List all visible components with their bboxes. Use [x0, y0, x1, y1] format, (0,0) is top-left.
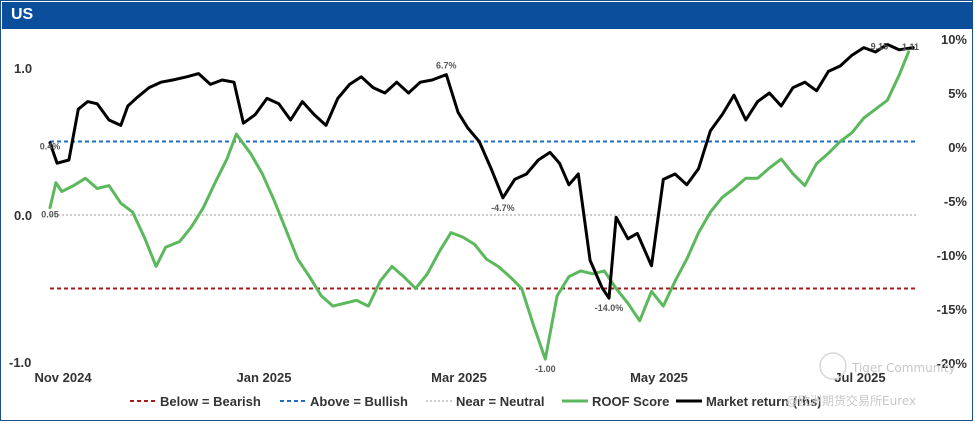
data-label: 0.05 — [41, 210, 59, 220]
chart-header: US — [2, 2, 973, 29]
data-label: 1.11 — [902, 42, 919, 52]
legend-item: Market return (rhs) — [676, 394, 822, 409]
watermark-logo-icon — [819, 352, 847, 380]
legend-item: Near = Neutral — [426, 394, 545, 409]
roof-score-line — [48, 50, 911, 361]
x-tick: Mar 2025 — [431, 370, 487, 385]
series-lines — [48, 42, 915, 361]
legend-item: Below = Bearish — [130, 394, 261, 409]
y-right-tick: 0% — [948, 140, 967, 155]
chart-title: US — [11, 6, 34, 23]
y-right-tick: -15% — [937, 302, 968, 317]
data-label: -1.00 — [535, 364, 556, 374]
y-left-tick: 0.0 — [14, 208, 32, 223]
legend-item: ROOF Score — [562, 394, 669, 409]
data-label: 9.15 — [871, 41, 889, 51]
legend-label: ROOF Score — [592, 394, 669, 409]
data-label: 0.4% — [40, 142, 61, 152]
data-label: -4.7% — [491, 203, 515, 213]
annotations: 0.4% 0.05 6.7% -4.7% -1.00 -14.0% 9.15 1.11 — [40, 41, 919, 374]
watermark-line1: Tiger Community — [851, 361, 956, 375]
legend-item: Above = Bullish — [280, 394, 408, 409]
y-left-tick: 1.0 — [14, 61, 32, 76]
legend-label: Above = Bullish — [310, 394, 408, 409]
legend: Below = Bearish Above = Bullish Near = Neu… — [130, 394, 822, 409]
axes: 1.0 0.0 -1.0 10% 5% 0% -5% -10% -15% -20% Nov 2024… — [9, 32, 967, 385]
y-right-tick: 5% — [948, 86, 967, 101]
y-right-tick: 10% — [941, 32, 967, 47]
x-tick: Jul 2025 — [834, 370, 885, 385]
watermark-line2: @欧洲期货交易所Eurex — [786, 393, 916, 408]
data-label: -14.0% — [595, 303, 624, 313]
x-tick: Nov 2024 — [34, 370, 92, 385]
y-right-tick: -20% — [937, 356, 968, 371]
legend-label: Market return (rhs) — [706, 394, 822, 409]
watermark: Tiger Community @欧洲期货交易所Eurex — [786, 352, 956, 408]
x-tick: Jan 2025 — [237, 370, 292, 385]
y-right-tick: -5% — [944, 194, 968, 209]
data-label: 6.7% — [436, 61, 457, 71]
y-left-tick: -1.0 — [9, 355, 31, 370]
legend-label: Below = Bearish — [160, 394, 261, 409]
x-tick: May 2025 — [630, 370, 688, 385]
y-right-tick: -10% — [937, 248, 968, 263]
legend-label: Near = Neutral — [456, 394, 545, 409]
reference-lines — [50, 140, 918, 290]
market-return-line — [48, 42, 915, 300]
